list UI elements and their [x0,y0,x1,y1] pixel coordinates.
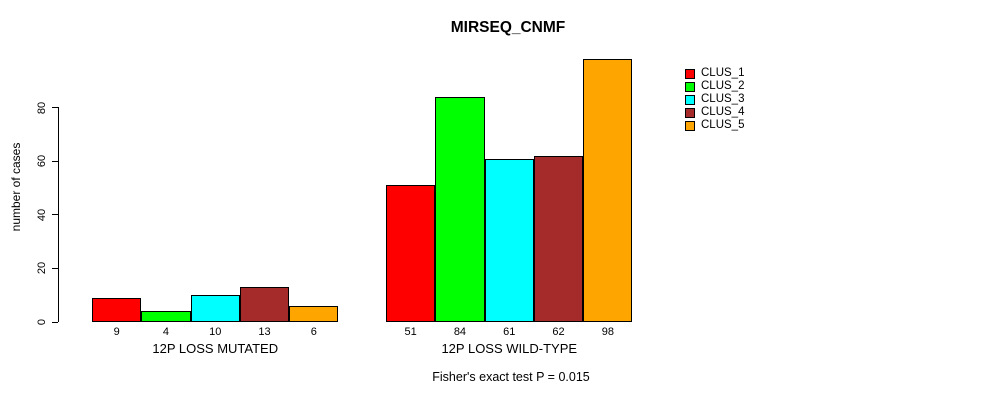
bar-clus_2-group2 [435,96,485,322]
y-axis-title: number of cases [9,142,23,232]
y-axis-tick-label-20: 20 [36,262,48,275]
legend-label: CLUS_1 [701,67,745,79]
bar-value-label: 61 [503,326,516,338]
y-axis-tick-0 [52,321,58,323]
y-axis-tick-40 [52,214,58,216]
legend-entry-clus_4: CLUS_4 [685,106,744,119]
bar-value-label: 84 [453,326,467,338]
bar-clus_1-group1 [92,297,142,322]
bar-value-label: 13 [258,326,271,338]
bar-value-label: 4 [162,326,169,338]
bar-value-label: 51 [404,326,417,338]
bar-clus_4-group1 [239,287,290,322]
y-axis-tick-label-0: 0 [36,318,48,326]
group-label-1: 12P LOSS MUTATED [152,341,279,356]
legend-swatch-icon [685,120,695,131]
bar-clus_3-group2 [484,158,534,322]
legend-swatch-icon [685,81,695,92]
bar-value-label: 6 [310,326,317,338]
bar-clus_5-group2 [583,59,633,322]
legend-label: CLUS_3 [701,93,745,105]
y-axis-tick-label-80: 80 [36,101,48,114]
legend-swatch-icon [685,107,695,118]
y-axis-tick-20 [52,267,58,269]
legend-swatch-icon [685,68,695,79]
bar-clus_3-group1 [190,295,240,322]
y-axis-tick-80 [52,107,58,109]
bar-value-label: 10 [209,326,222,338]
bar-value-label: 98 [601,326,614,338]
bar-value-label: 9 [113,326,120,338]
bar-clus_5-group1 [289,305,339,322]
legend-entry-clus_2: CLUS_2 [685,80,744,93]
legend-swatch-icon [685,94,695,105]
bar-clus_4-group2 [533,155,584,322]
chart-title: MIRSEQ_CNMF [450,19,566,36]
legend-label: CLUS_5 [701,119,745,131]
legend-entry-clus_3: CLUS_3 [685,93,744,106]
legend-entry-clus_1: CLUS_1 [685,67,744,80]
y-axis-tick-60 [52,160,58,162]
y-axis-tick-label-60: 60 [36,155,48,168]
y-axis-tick-label-40: 40 [36,208,48,221]
bar-value-label: 62 [552,326,565,338]
y-axis-line [58,107,59,322]
legend-entry-clus_5: CLUS_5 [685,119,744,132]
bar-clus_1-group2 [386,185,436,322]
legend-label: CLUS_2 [701,80,745,92]
legend-label: CLUS_4 [701,106,745,118]
fisher-test-annotation: Fisher's exact test P = 0.015 [432,370,590,384]
group-label-2: 12P LOSS WILD-TYPE [441,341,578,356]
bar-clus_2-group1 [141,311,191,322]
